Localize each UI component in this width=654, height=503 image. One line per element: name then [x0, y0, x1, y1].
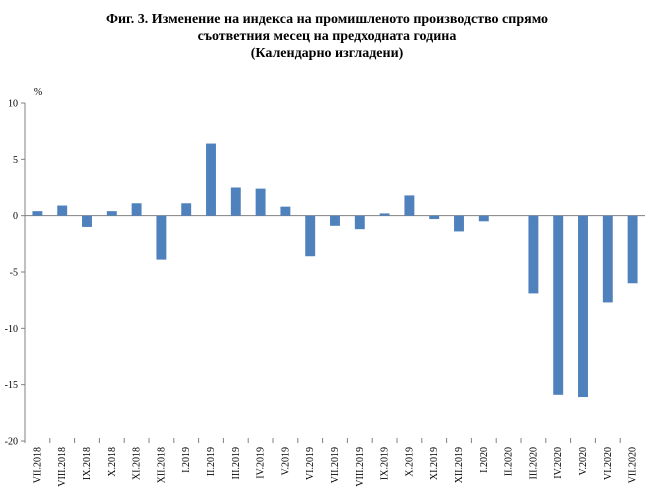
x-tick-label: X.2018 — [107, 447, 118, 477]
x-tick-label: V.2020 — [578, 447, 589, 475]
bar — [32, 211, 43, 216]
x-tick-label: I.2020 — [479, 447, 490, 473]
bar — [379, 213, 390, 216]
bar — [230, 187, 241, 216]
bar — [206, 143, 216, 216]
x-tick-label: II.2020 — [504, 447, 515, 476]
x-tick-label: VIII.2019 — [355, 447, 366, 487]
x-tick-label: XI.2018 — [132, 447, 143, 480]
y-tick-label: 0 — [13, 211, 18, 222]
chart-title-line-3: (Календарно изгладени) — [251, 46, 404, 61]
y-tick-label: -20 — [5, 437, 18, 448]
x-tick-label: VI.2020 — [603, 447, 614, 480]
bar — [627, 215, 638, 284]
x-tick-label: V.2019 — [280, 447, 291, 475]
bar — [553, 215, 564, 395]
x-tick-label: VII.2020 — [628, 447, 639, 483]
bar — [181, 203, 192, 216]
bar — [528, 215, 539, 294]
x-tick-label: VII.2019 — [330, 447, 341, 483]
y-tick-label: -5 — [10, 268, 18, 279]
y-tick-label: -10 — [5, 324, 18, 335]
y-tick-label: 10 — [8, 99, 18, 110]
x-tick-label: IX.2018 — [82, 447, 93, 480]
x-tick-label: III.2020 — [528, 447, 539, 480]
bar — [156, 215, 167, 260]
bar — [280, 206, 291, 216]
bar — [454, 215, 464, 232]
bar — [478, 215, 489, 222]
bar — [255, 188, 266, 216]
y-tick-label: -15 — [5, 380, 18, 391]
x-tick-label: IX.2019 — [380, 447, 391, 480]
bar — [354, 215, 365, 230]
x-tick-label: XII.2018 — [156, 447, 167, 483]
x-tick-label: XII.2019 — [454, 447, 465, 483]
plot-area: 10 5 0 -5 -10 -15 -20 VII.2018 VIII.2018 IX.2018 X… — [5, 99, 645, 487]
x-tick-label: X.2019 — [404, 447, 415, 477]
bar — [305, 215, 316, 257]
x-tick-label: VIII.2018 — [57, 447, 68, 487]
x-tick-label: II.2019 — [206, 447, 217, 476]
bar — [578, 215, 588, 398]
x-tick-label: I.2019 — [181, 447, 192, 473]
bar — [429, 215, 440, 220]
bar — [57, 205, 68, 216]
bar — [602, 215, 613, 303]
bar — [106, 211, 117, 216]
bar — [82, 215, 92, 227]
bar — [404, 195, 415, 216]
x-tick-label: IV.2020 — [553, 447, 564, 479]
y-unit-label: % — [34, 87, 42, 98]
x-tick-label: III.2019 — [231, 447, 242, 480]
x-tick-label: IV.2019 — [256, 447, 267, 479]
bar — [131, 203, 142, 216]
chart-title-line-1: Фиг. 3. Изменение на индекса на промишле… — [106, 12, 548, 27]
x-tick-label: VI.2019 — [305, 447, 316, 480]
y-tick-label: 5 — [13, 155, 18, 166]
chart-title-line-2: съответния месец на предходната година — [198, 29, 457, 44]
bar — [330, 215, 340, 226]
x-tick-label: XI.2019 — [429, 447, 440, 480]
x-tick-label: VII.2018 — [32, 447, 43, 483]
